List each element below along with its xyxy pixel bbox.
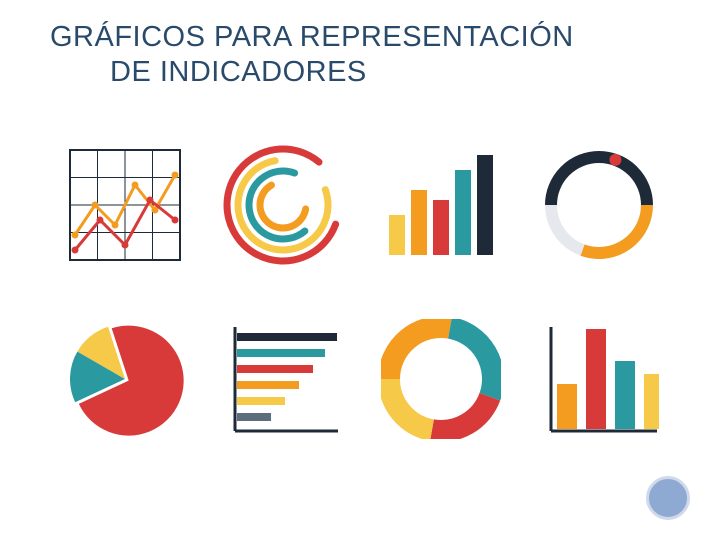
radial-chart-icon	[218, 140, 348, 270]
slide-bullet-icon	[646, 476, 690, 520]
bar-chart-2-icon	[534, 314, 664, 444]
gauge-chart-icon	[534, 140, 664, 270]
hbar-chart-icon	[218, 314, 348, 444]
donut-chart-icon	[376, 314, 506, 444]
line-chart-icon	[60, 140, 190, 270]
page-title: GRÁFICOS PARA REPRESENTACIÓN DE INDICADO…	[0, 0, 720, 90]
title-line-1: GRÁFICOS PARA REPRESENTACIÓN	[50, 21, 574, 53]
chart-icon-grid	[60, 130, 660, 454]
pie-chart-icon	[60, 314, 190, 444]
title-line-2: DE INDICADORES	[50, 56, 367, 88]
bar-chart-icon	[376, 140, 506, 270]
